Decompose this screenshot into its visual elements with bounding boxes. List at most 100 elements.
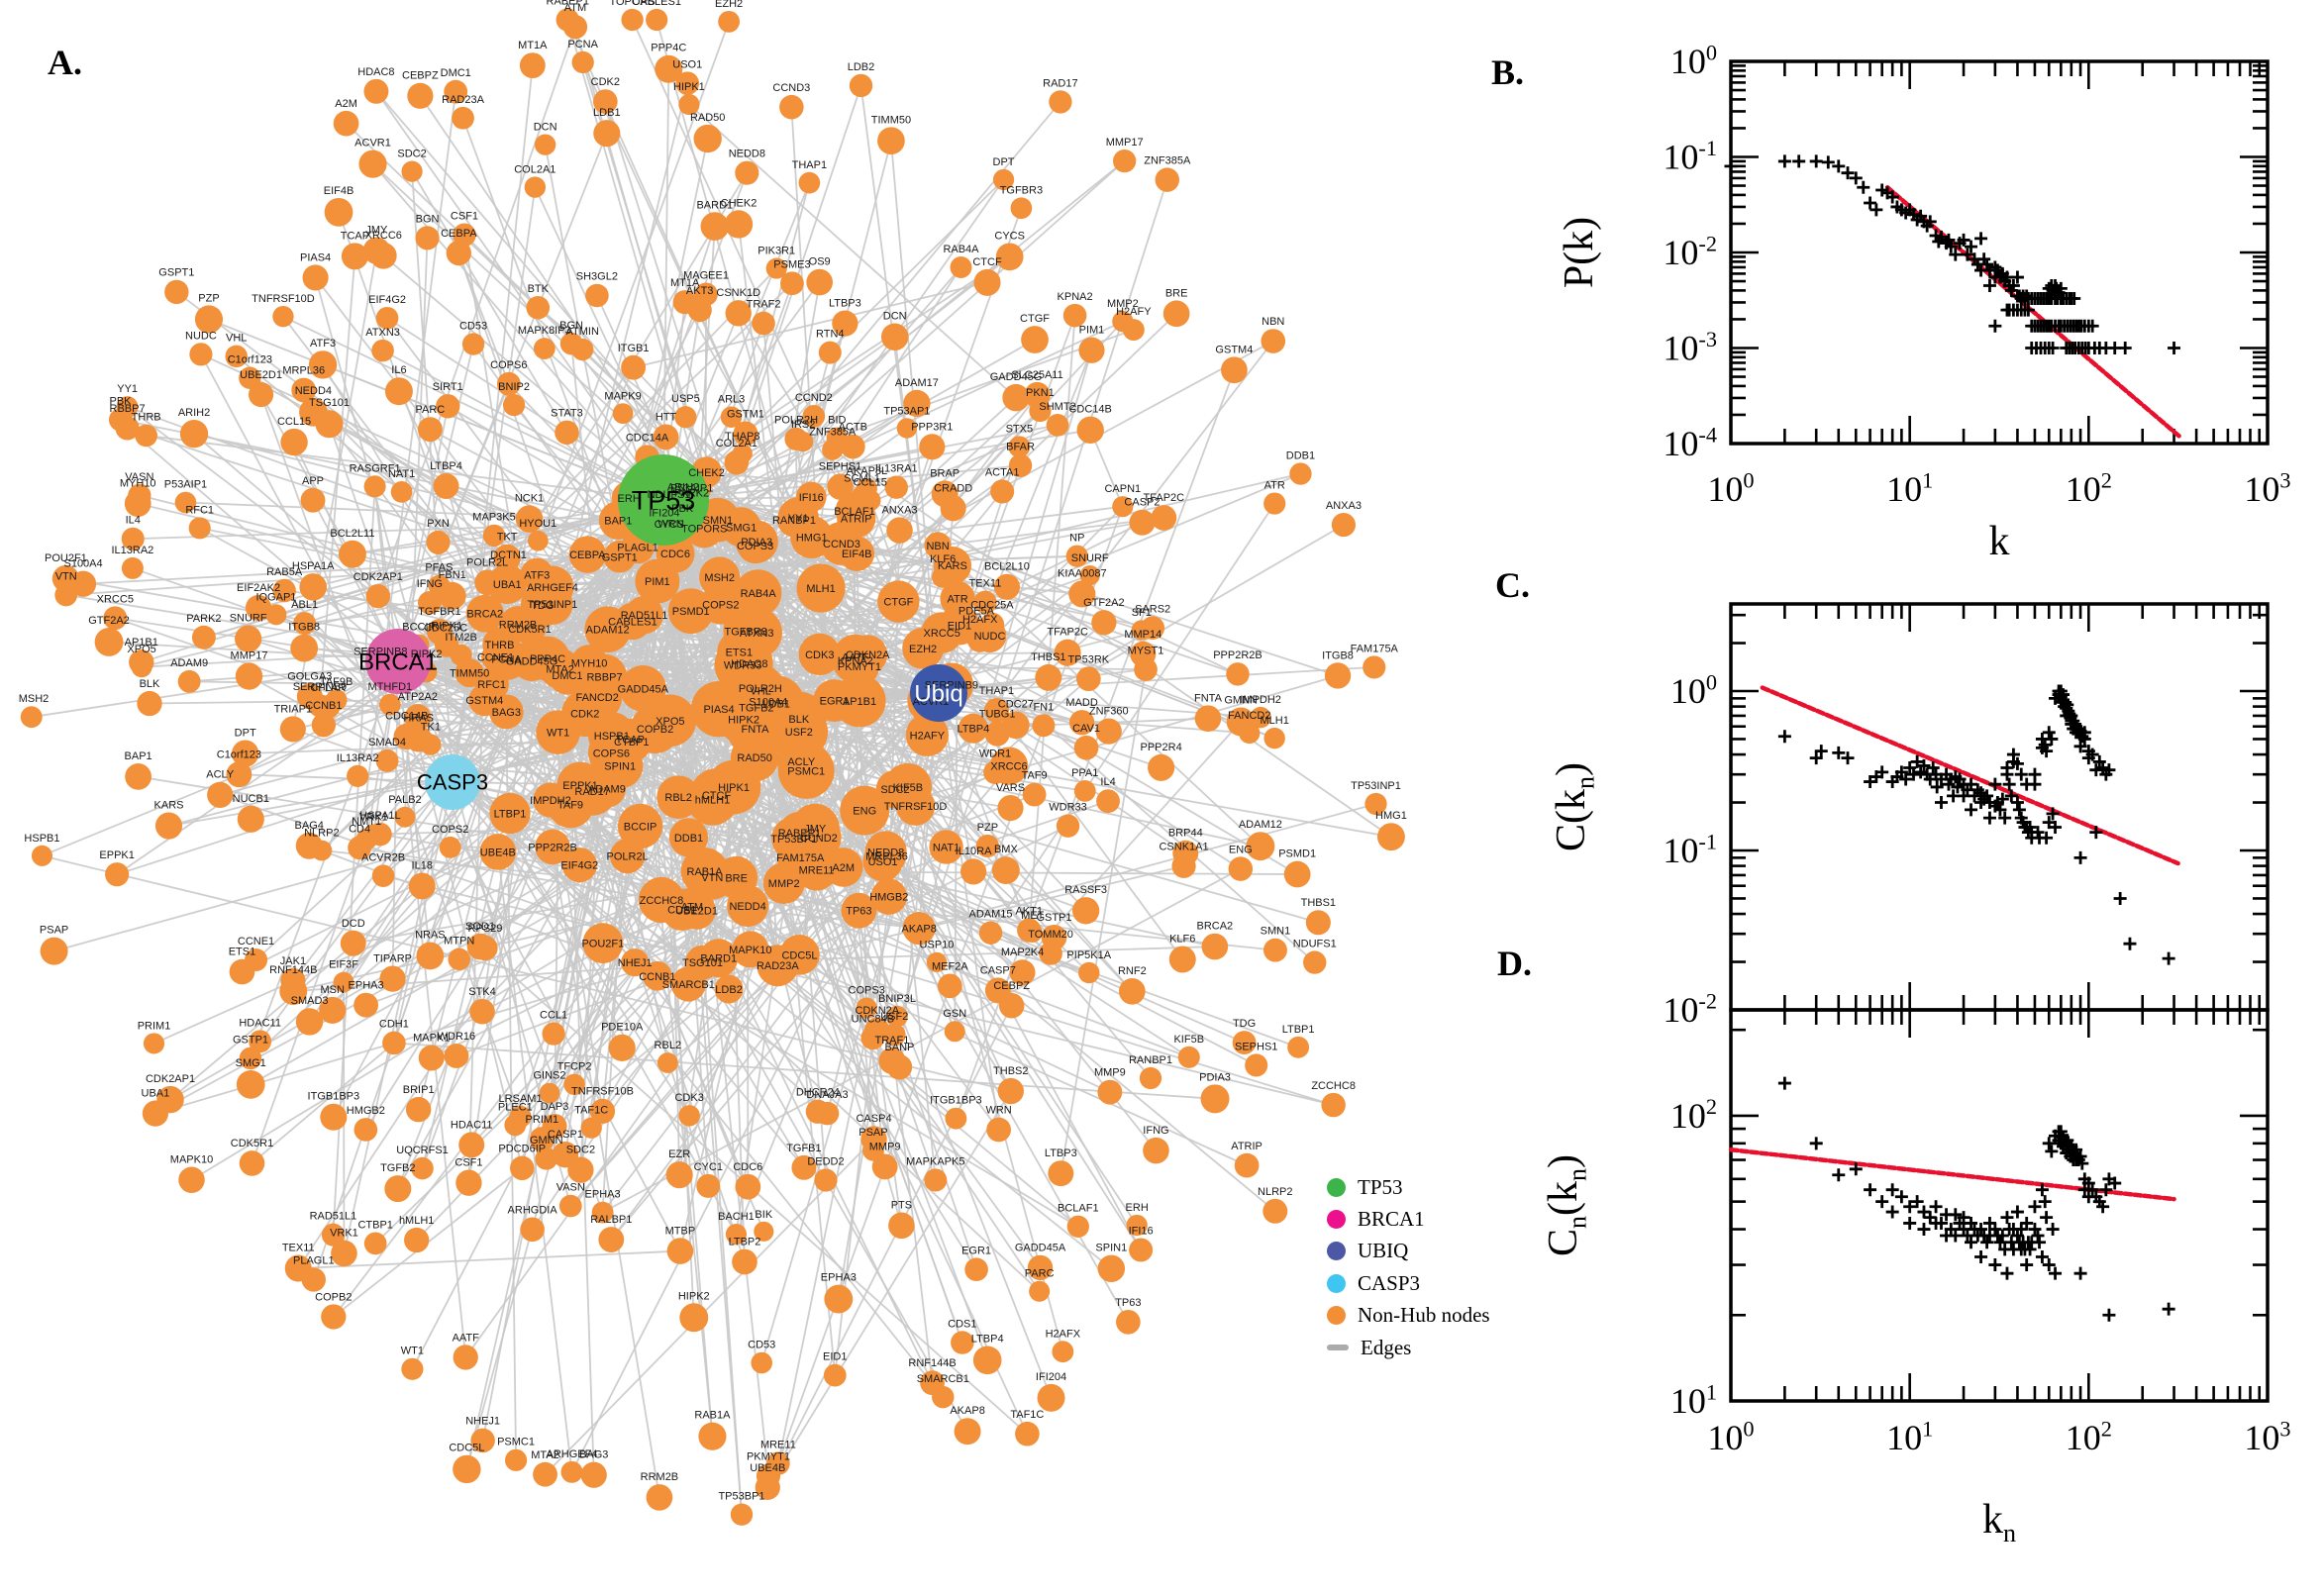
- node-label: JMY: [365, 225, 388, 237]
- legend-item-tp53: TP53: [1327, 1171, 1490, 1203]
- node-label: CHEK2: [721, 197, 758, 209]
- svg-text:101: 101: [1886, 1416, 1933, 1457]
- node-label: THBS2: [993, 1065, 1028, 1077]
- node-label: CASP4: [856, 1113, 891, 1125]
- node-label: CD4: [349, 823, 370, 835]
- node-label: EIF3F: [329, 959, 358, 971]
- node-label: HRAS: [403, 713, 434, 725]
- node-label: KIAA0087: [1058, 567, 1107, 579]
- node-label: BGN: [416, 213, 440, 225]
- node-label: CAV1: [1072, 723, 1100, 735]
- node-label: BAG3: [579, 1449, 608, 1461]
- node-label: ARHGEF4: [527, 582, 578, 594]
- node-label: STAT3: [551, 408, 583, 420]
- node-label: WT1: [547, 728, 569, 740]
- node-label: SMG1: [236, 1057, 266, 1069]
- node-label: BCCIP: [624, 822, 657, 834]
- node-label: SIRT1: [433, 381, 463, 393]
- node-label: RBL2: [664, 792, 692, 804]
- node-label: GADD45A: [1015, 1243, 1066, 1254]
- node-label: ADAM9: [588, 784, 626, 796]
- node-label: CD53: [748, 1340, 775, 1351]
- node-label: RNF144B: [908, 1357, 956, 1369]
- node-label: GTF2A2: [88, 615, 130, 627]
- node-label: CEBPA: [569, 549, 606, 561]
- hub-node-tp53: [618, 454, 709, 546]
- node-label: MMP2: [1107, 298, 1139, 310]
- node-label: TIMM50: [450, 668, 489, 680]
- node-label: AATF: [453, 1332, 480, 1344]
- node-label: THAP1: [979, 685, 1014, 697]
- node-label: EGR1: [961, 1245, 991, 1256]
- svg-text:100: 100: [1707, 467, 1754, 509]
- node-label: VRK1: [330, 1228, 358, 1240]
- node-label: TAF1C: [574, 1105, 608, 1117]
- node-label: COL2A1: [716, 438, 758, 449]
- node-label: TNFRSF10D: [252, 293, 315, 305]
- node-label: NEDD4: [729, 901, 765, 913]
- data-points: [1777, 684, 2175, 965]
- node-label: MRPL36: [282, 365, 325, 377]
- node-label: HDAC8: [357, 66, 394, 78]
- node-label: CDKN2A: [846, 649, 890, 661]
- node-label: USF2: [880, 1011, 908, 1023]
- node-label: S100A4: [63, 558, 102, 570]
- node-label: RAD50: [737, 752, 771, 764]
- node-label: RAD50: [690, 112, 725, 124]
- node-label: GTF2A2: [1083, 597, 1125, 609]
- node-label: PPP2R2B: [1213, 649, 1262, 661]
- node-label: CCND2: [795, 392, 833, 404]
- fit-line: [1728, 1147, 2176, 1202]
- node-label: EGR1: [820, 696, 850, 708]
- node-label: CSNK1A1: [1159, 842, 1208, 853]
- node-label: CABLES1: [632, 0, 681, 8]
- node-label: CTGF: [883, 597, 913, 609]
- node-label: BTK: [528, 283, 550, 295]
- node-label: A2M: [832, 862, 855, 874]
- node-label: CYC1: [694, 1161, 723, 1173]
- node-label: CDC27: [998, 698, 1034, 710]
- node-label: PSMD1: [1278, 848, 1316, 860]
- node-label: VTN: [55, 571, 77, 583]
- node-label: CDK3: [805, 649, 834, 661]
- node-label: COPS2: [702, 599, 739, 611]
- node-label: DPT: [993, 156, 1015, 168]
- nonhub-circle-icon: [1327, 1306, 1346, 1326]
- node-label: VASN: [556, 1182, 585, 1194]
- node-label: ATXN3: [740, 628, 774, 640]
- node-label: XRCC6: [990, 761, 1027, 773]
- node-label: MYST1: [1128, 645, 1164, 656]
- legend-label: BRCA1: [1358, 1207, 1425, 1232]
- node-label: ZNF385A: [1144, 154, 1191, 166]
- node-label: PRIM1: [526, 1114, 559, 1126]
- node-label: RAB1A: [694, 1410, 731, 1422]
- node-label: JAK1: [280, 955, 306, 967]
- node-label: HIPK2: [678, 1290, 710, 1302]
- node-label: RABEP1: [778, 828, 821, 840]
- node-label: EIF4G2: [368, 294, 406, 306]
- node-label: VHL: [750, 685, 770, 697]
- node-label: OS9: [809, 256, 831, 268]
- node-label: MYH10: [120, 477, 156, 489]
- node-label: IL10RA: [956, 846, 992, 857]
- legend-item-ubiq: UBIQ: [1327, 1236, 1490, 1267]
- node-label: STX5: [1006, 423, 1034, 435]
- node-label: MRE11: [799, 864, 835, 876]
- node-label: CASP1: [548, 1129, 583, 1141]
- node-label: MTA2: [531, 1449, 559, 1461]
- node-label: POLR2L: [466, 557, 508, 569]
- node-label: DCN: [534, 121, 557, 133]
- node-label: RANBP1: [772, 515, 816, 527]
- svg-text:10-1: 10-1: [1663, 829, 1717, 870]
- node-label: DDB1: [674, 833, 703, 845]
- node-label: ARIH2: [667, 481, 699, 493]
- hub-label-brca1: BRCA1: [358, 648, 438, 675]
- node-label: PDE10A: [601, 1022, 644, 1034]
- node-label: CDH1: [379, 1019, 409, 1031]
- node-label: CDC14B: [385, 711, 428, 723]
- node-label: EIF4B: [842, 549, 872, 560]
- node-label: IL13RA2: [111, 545, 153, 556]
- node-label: GSTM1: [727, 409, 764, 421]
- node-label: AKAP8L: [847, 465, 888, 477]
- data-points: [1777, 1076, 2175, 1322]
